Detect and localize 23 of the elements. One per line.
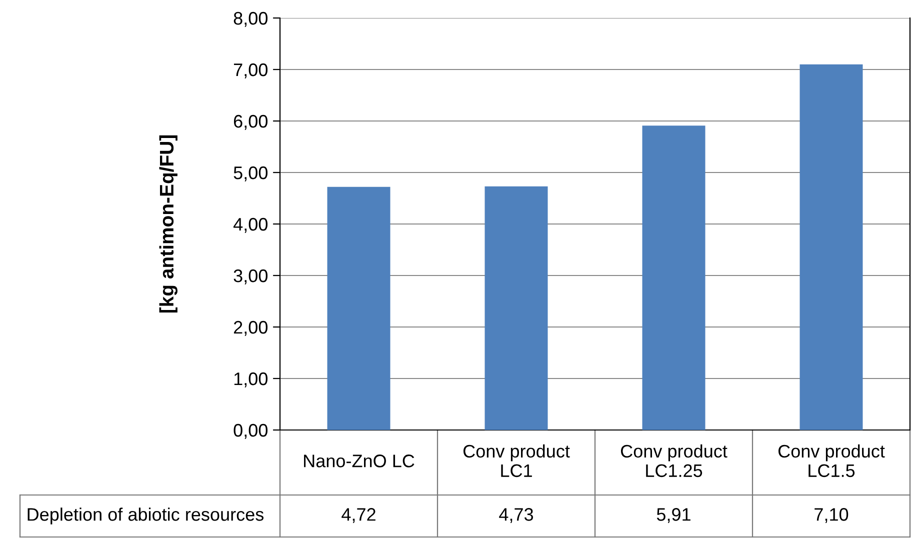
y-tick-label: 7,00	[234, 63, 268, 78]
y-tick-label: 8,00	[234, 12, 268, 27]
y-tick-label: 6,00	[234, 114, 268, 130]
x-tick-label: Conv product LC1	[463, 444, 570, 478]
y-axis-title: [kg antimon-Eq/FU]	[159, 135, 178, 313]
data-label: 4,73	[499, 508, 534, 523]
bar	[327, 186, 390, 430]
y-tick-label: 4,00	[233, 218, 268, 233]
bar	[484, 186, 548, 430]
data-label: 4,72	[342, 508, 376, 523]
y-tick-label: 2,00	[234, 320, 268, 336]
x-tick-label: Conv product LC1.5	[778, 444, 885, 478]
y-tick-label: 1,00	[234, 372, 268, 388]
y-tick-label: 5,00	[234, 166, 268, 182]
y-tick-label: 0,00	[234, 424, 268, 439]
x-tick-label: Conv product LC1.25	[620, 444, 728, 478]
y-tick-label: 3,00	[234, 269, 268, 284]
data-label: 5,91	[656, 508, 690, 523]
bar	[642, 126, 706, 430]
x-tick-label: Nano-ZnO LC	[304, 454, 414, 468]
bar	[800, 64, 863, 430]
text: Depletion of abiotic resources	[28, 508, 264, 524]
data-label: 7,10	[814, 508, 848, 523]
